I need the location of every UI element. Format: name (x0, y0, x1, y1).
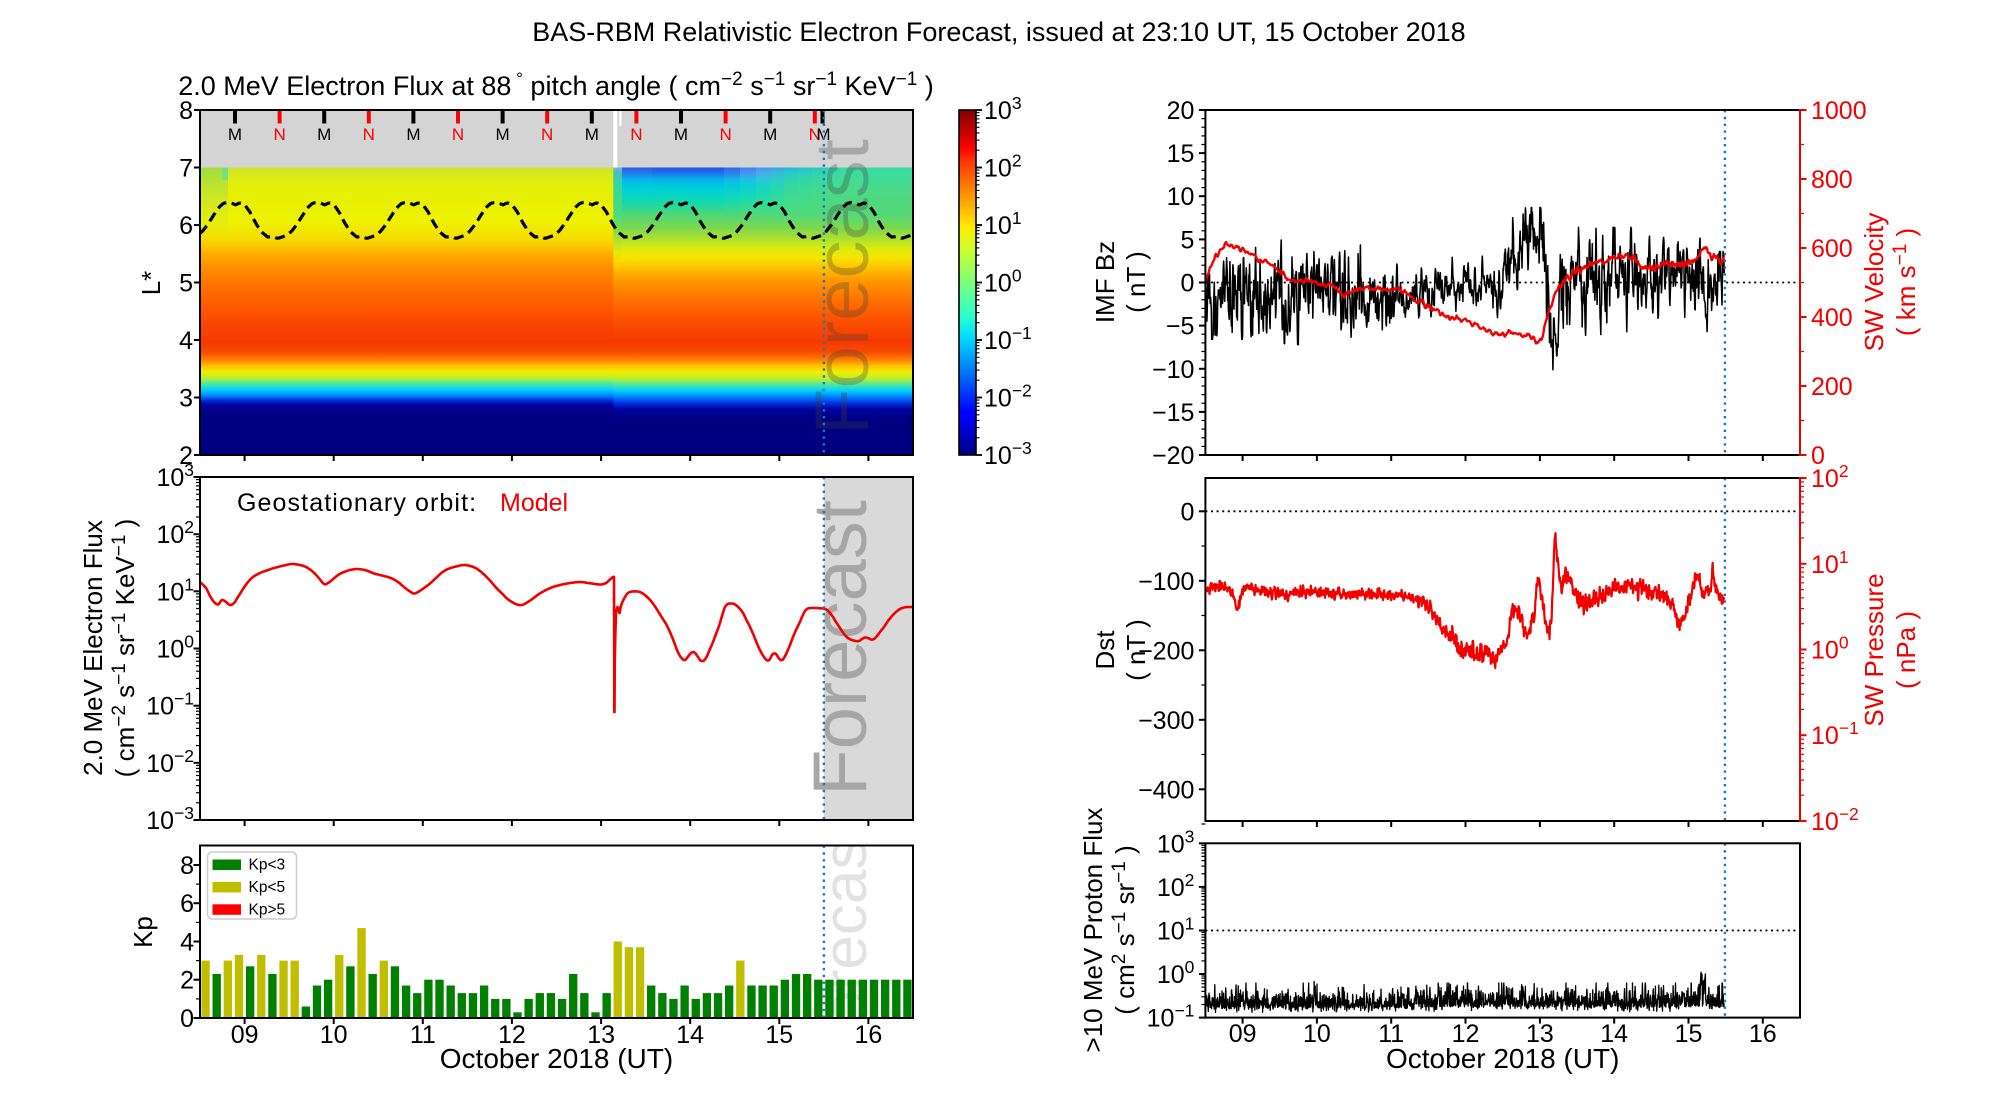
svg-text:20: 20 (1167, 97, 1195, 125)
svg-text:15: 15 (1675, 1020, 1703, 1048)
svg-text:800: 800 (1811, 166, 1853, 194)
svg-text:15: 15 (1167, 140, 1195, 168)
svg-text:14: 14 (676, 1021, 704, 1049)
svg-text:16: 16 (1749, 1020, 1777, 1048)
svg-text:11: 11 (1378, 1020, 1404, 1048)
svg-text:6: 6 (179, 212, 193, 240)
svg-text:2.0 MeV Electron Flux: 2.0 MeV Electron Flux (78, 520, 108, 776)
svg-text:( nT ): ( nT ) (1121, 619, 1151, 681)
svg-text:10: 10 (1167, 183, 1195, 211)
svg-text:BAS-RBM Relativistic Electron: BAS-RBM Relativistic Electron Forecast, … (532, 17, 1465, 47)
svg-text:Model: Model (500, 489, 568, 517)
svg-text:L*: L* (136, 271, 166, 296)
svg-text:M: M (674, 125, 688, 144)
svg-text:N: N (809, 125, 821, 144)
svg-text:4: 4 (180, 929, 194, 957)
svg-text:Forecast: Forecast (798, 500, 883, 796)
svg-text:Kp>5: Kp>5 (249, 901, 286, 918)
svg-text:6: 6 (180, 890, 194, 918)
svg-text:N: N (273, 125, 285, 144)
svg-text:SW Pressure: SW Pressure (1859, 573, 1889, 726)
svg-text:200: 200 (1811, 373, 1853, 401)
svg-text:October 2018 (UT): October 2018 (UT) (1386, 1043, 1619, 1074)
svg-text:0: 0 (1180, 498, 1194, 526)
svg-text:SW Velocity: SW Velocity (1859, 213, 1889, 352)
svg-text:13: 13 (1526, 1020, 1554, 1048)
svg-text:09: 09 (1229, 1020, 1257, 1048)
svg-text:2.0 MeV Electron Flux at 88 °: 2.0 MeV Electron Flux at 88 ° pitch angl… (178, 69, 934, 101)
svg-text:100: 100 (984, 266, 1022, 298)
svg-text:Kp: Kp (128, 916, 158, 948)
svg-text:−5: −5 (1166, 313, 1195, 341)
svg-text:M: M (816, 125, 830, 144)
svg-text:−200: −200 (1138, 637, 1194, 665)
svg-text:−10: −10 (1152, 356, 1194, 384)
svg-text:09: 09 (231, 1021, 259, 1049)
svg-text:5: 5 (1180, 226, 1194, 254)
svg-text:−100: −100 (1138, 568, 1194, 596)
svg-text:14: 14 (1600, 1020, 1628, 1048)
svg-text:2: 2 (180, 967, 194, 995)
svg-text:600: 600 (1811, 235, 1853, 263)
svg-text:8: 8 (180, 852, 194, 880)
svg-text:N: N (719, 125, 731, 144)
svg-text:11: 11 (410, 1021, 436, 1049)
svg-text:13: 13 (587, 1021, 615, 1049)
svg-text:N: N (452, 125, 464, 144)
svg-text:−15: −15 (1152, 399, 1194, 427)
svg-text:0: 0 (180, 1005, 194, 1033)
svg-text:Geostationary orbit:: Geostationary orbit: (237, 489, 477, 517)
svg-text:4: 4 (179, 327, 193, 355)
svg-text:−400: −400 (1138, 776, 1194, 804)
svg-text:0: 0 (1811, 442, 1825, 470)
svg-text:−300: −300 (1138, 707, 1194, 735)
svg-text:M: M (228, 125, 242, 144)
svg-text:Forecast: Forecast (811, 821, 880, 1062)
svg-text:10−1: 10−1 (1811, 718, 1859, 750)
svg-text:7: 7 (179, 155, 193, 183)
svg-text:( km s−1 ): ( km s−1 ) (1890, 228, 1921, 336)
svg-text:102: 102 (984, 151, 1022, 183)
svg-text:8: 8 (179, 97, 193, 125)
svg-text:Dst: Dst (1090, 630, 1120, 670)
svg-text:Forecast: Forecast (800, 139, 885, 435)
svg-text:Kp<5: Kp<5 (249, 879, 286, 896)
svg-text:( cm−2 s−1 sr−1 KeV−1 ): ( cm−2 s−1 sr−1 KeV−1 ) (109, 519, 140, 778)
svg-text:M: M (406, 125, 420, 144)
svg-text:IMF Bz: IMF Bz (1090, 241, 1120, 323)
svg-text:Kp<3: Kp<3 (249, 857, 286, 874)
svg-text:3: 3 (179, 385, 193, 413)
svg-text:N: N (541, 125, 553, 144)
svg-text:10: 10 (1303, 1020, 1331, 1048)
svg-text:12: 12 (1452, 1020, 1480, 1048)
svg-text:1000: 1000 (1811, 97, 1867, 125)
svg-text:>10 MeV Proton Flux: >10 MeV Proton Flux (1078, 808, 1108, 1053)
svg-text:10: 10 (320, 1021, 348, 1049)
svg-text:October 2018 (UT): October 2018 (UT) (440, 1043, 673, 1074)
svg-text:5: 5 (179, 270, 193, 298)
svg-text:N: N (630, 125, 642, 144)
svg-text:15: 15 (765, 1021, 793, 1049)
svg-text:N: N (363, 125, 375, 144)
svg-text:M: M (317, 125, 331, 144)
svg-text:M: M (763, 125, 777, 144)
svg-text:( nPa ): ( nPa ) (1891, 611, 1921, 689)
svg-text:−20: −20 (1152, 442, 1194, 470)
svg-text:2: 2 (179, 442, 193, 470)
svg-text:M: M (585, 125, 599, 144)
svg-text:12: 12 (498, 1021, 526, 1049)
svg-text:M: M (496, 125, 510, 144)
svg-text:0: 0 (1180, 270, 1194, 298)
svg-text:400: 400 (1811, 304, 1853, 332)
svg-text:( nT ): ( nT ) (1121, 251, 1151, 313)
svg-text:16: 16 (854, 1021, 882, 1049)
